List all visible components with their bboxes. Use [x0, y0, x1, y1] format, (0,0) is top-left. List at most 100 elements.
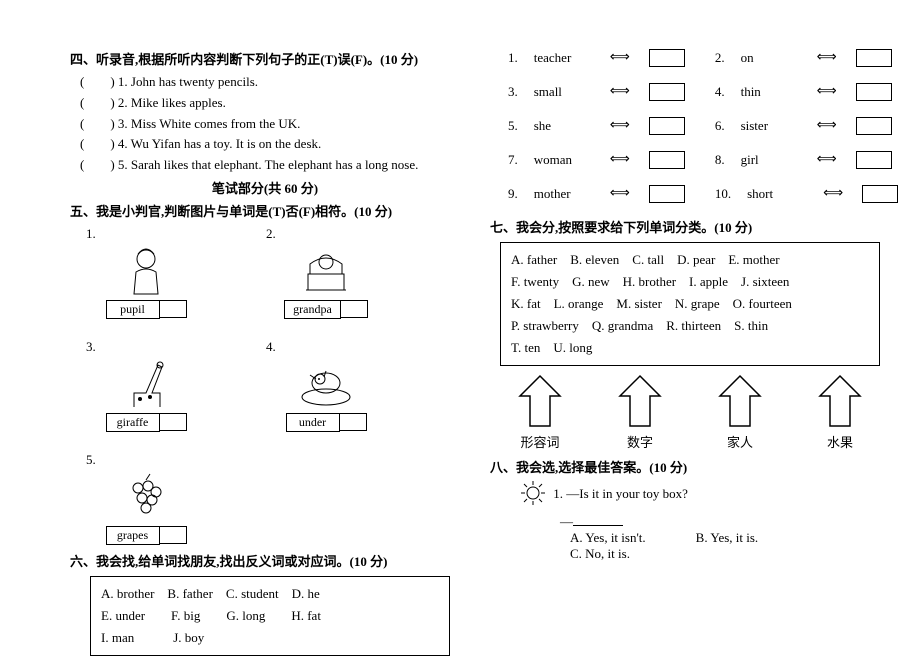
pair-num-9: 9.: [508, 186, 518, 202]
picture-grid: 1. pupil 2. grandpa: [86, 226, 460, 545]
pair-word-6: sister: [741, 118, 801, 134]
category-arrow-icon[interactable]: [710, 374, 770, 430]
pair-answer-10[interactable]: [862, 185, 898, 203]
grandpa-image-icon: [296, 244, 356, 296]
page-columns: 四、听录音,根据所听内容判断下列句子的正(T)误(F)。(10 分) ( ) 1…: [70, 45, 890, 662]
category-arrow-icon[interactable]: [810, 374, 870, 430]
pic-label-3: giraffe: [106, 413, 160, 432]
pair-num-4: 4.: [715, 84, 725, 100]
section6-word-box: A. brother B. father C. student D. he E.…: [90, 576, 450, 656]
pair-answer-9[interactable]: [649, 185, 685, 203]
pair-5: 5. she ⟺: [508, 117, 685, 135]
q8-text: —Is it in your toy box?: [566, 486, 688, 501]
pair-answer-4[interactable]: [856, 83, 892, 101]
pic-label-4: under: [286, 413, 340, 432]
pair-answer-2[interactable]: [856, 49, 892, 67]
sun-icon: [520, 480, 546, 510]
pic-answer-box-2[interactable]: [340, 300, 368, 318]
left-column: 四、听录音,根据所听内容判断下列句子的正(T)误(F)。(10 分) ( ) 1…: [70, 45, 460, 662]
section7-word-bank: A. father B. eleven C. tall D. pear E. m…: [500, 242, 880, 366]
pupil-image-icon: [116, 244, 176, 296]
pic-item-4: 4. under: [266, 339, 386, 432]
pic-answer-box-4[interactable]: [339, 413, 367, 431]
pic-num-5: 5.: [86, 452, 96, 468]
pair-num-3: 3.: [508, 84, 518, 100]
pic-answer-box-1[interactable]: [159, 300, 187, 318]
pic-num-4: 4.: [266, 339, 276, 355]
pair-answer-5[interactable]: [649, 117, 685, 135]
pair-num-7: 7.: [508, 152, 518, 168]
section6-title: 六、我会找,给单词找朋友,找出反义词或对应词。(10 分): [70, 551, 460, 570]
pair-num-1: 1.: [508, 50, 518, 66]
category-shapes-row: [490, 374, 890, 430]
pic-answer-box-3[interactable]: [159, 413, 187, 431]
pair-2: 2. on ⟺: [715, 49, 898, 67]
pair-answer-6[interactable]: [856, 117, 892, 135]
grapes-image-icon: [116, 470, 176, 522]
double-arrow-icon: ⟺: [817, 85, 837, 99]
pair-word-9: mother: [534, 186, 594, 202]
cat-label-2: 数字: [610, 432, 670, 451]
pair-num-5: 5.: [508, 118, 518, 134]
pair-answer-3[interactable]: [649, 83, 685, 101]
pair-answer-1[interactable]: [649, 49, 685, 67]
q8-num: 1.: [553, 486, 563, 501]
pair-num-8: 8.: [715, 152, 725, 168]
cat-label-4: 水果: [810, 432, 870, 451]
section8-title: 八、我会选,选择最佳答案。(10 分): [490, 457, 890, 476]
category-arrow-icon[interactable]: [510, 374, 570, 430]
pair-num-10: 10.: [715, 186, 731, 202]
double-arrow-icon: ⟺: [610, 187, 630, 201]
double-arrow-icon: ⟺: [817, 51, 837, 65]
pic-item-1: 1. pupil: [86, 226, 206, 319]
pair-10: 10. short ⟺: [715, 185, 898, 203]
s4-item-3: ( ) 3. Miss White comes from the UK.: [80, 114, 460, 135]
s4-item-2: ( ) 2. Mike likes apples.: [80, 93, 460, 114]
pic-item-5: 5. grapes: [86, 452, 206, 545]
pic-label-5: grapes: [106, 526, 160, 545]
pair-7: 7. woman ⟺: [508, 151, 685, 169]
pic-answer-box-5[interactable]: [159, 526, 187, 544]
pic-label-2: grandpa: [284, 300, 341, 319]
section5-title: 五、我是小判官,判断图片与单词是(T)否(F)相符。(10 分): [70, 201, 460, 220]
q8-opt-a: A. Yes, it isn't.: [570, 530, 646, 546]
q8-question-1: 1. —Is it in your toy box?: [520, 480, 890, 510]
pair-word-4: thin: [741, 84, 801, 100]
double-arrow-icon: ⟺: [610, 153, 630, 167]
pic-num-1: 1.: [86, 226, 96, 242]
q8-dash: —: [560, 514, 573, 529]
pair-4: 4. thin ⟺: [715, 83, 898, 101]
pair-answer-7[interactable]: [649, 151, 685, 169]
q8-blank[interactable]: [573, 514, 623, 526]
pair-answer-8[interactable]: [856, 151, 892, 169]
pair-word-10: short: [747, 186, 807, 202]
s4-item-1: ( ) 1. John has twenty pencils.: [80, 72, 460, 93]
pair-6: 6. sister ⟺: [715, 117, 898, 135]
s4-item-4: ( ) 4. Wu Yifan has a toy. It is on the …: [80, 134, 460, 155]
q8-dash-line: —: [560, 514, 890, 530]
double-arrow-icon: ⟺: [817, 119, 837, 133]
double-arrow-icon: ⟺: [610, 85, 630, 99]
match-grid: 1. teacher ⟺ 2. on ⟺ 3. small ⟺ 4. thin …: [508, 45, 890, 207]
q8-options-row1: A. Yes, it isn't. B. Yes, it is.: [570, 530, 890, 546]
giraffe-image-icon: [116, 357, 176, 409]
section4-title: 四、听录音,根据所听内容判断下列句子的正(T)误(F)。(10 分): [70, 49, 460, 68]
pair-word-5: she: [534, 118, 594, 134]
pair-num-2: 2.: [715, 50, 725, 66]
cat-label-1: 形容词: [510, 432, 570, 451]
category-labels-row: 形容词 数字 家人 水果: [490, 432, 890, 451]
q8-opt-b: B. Yes, it is.: [696, 530, 759, 546]
pair-word-1: teacher: [534, 50, 594, 66]
q8-options-row2: C. No, it is.: [570, 546, 890, 562]
category-arrow-icon[interactable]: [610, 374, 670, 430]
pair-num-6: 6.: [715, 118, 725, 134]
pair-word-3: small: [534, 84, 594, 100]
right-column: 1. teacher ⟺ 2. on ⟺ 3. small ⟺ 4. thin …: [490, 45, 890, 662]
q8-opt-c: C. No, it is.: [570, 546, 630, 562]
pair-3: 3. small ⟺: [508, 83, 685, 101]
pic-item-2: 2. grandpa: [266, 226, 386, 319]
pair-8: 8. girl ⟺: [715, 151, 898, 169]
written-header: 笔试部分(共 60 分): [70, 178, 460, 197]
pic-num-2: 2.: [266, 226, 276, 242]
section7-title: 七、我会分,按照要求给下列单词分类。(10 分): [490, 217, 890, 236]
